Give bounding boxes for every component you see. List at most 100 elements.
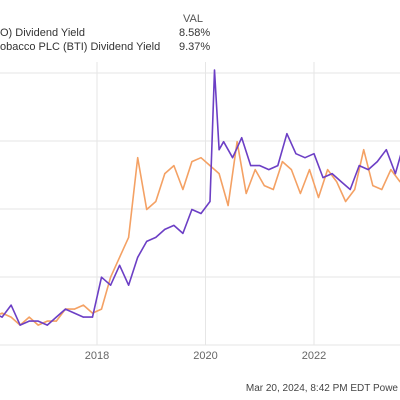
series-0-point bbox=[1, 316, 3, 318]
series-1-point bbox=[363, 149, 365, 151]
series-0-point bbox=[110, 284, 112, 286]
series-1-point bbox=[110, 276, 112, 278]
series-1-point bbox=[281, 161, 283, 163]
legend-value-o: 8.58% bbox=[179, 27, 210, 39]
series-0-point bbox=[209, 200, 211, 203]
series-1-point bbox=[173, 165, 175, 167]
series-0-point bbox=[100, 276, 103, 278]
series-1-point bbox=[317, 196, 320, 199]
chart-legend: VAL O) Dividend Yield 8.58% obacco PLC (… bbox=[0, 13, 210, 53]
series-1-point bbox=[372, 185, 374, 187]
series-0-point bbox=[250, 165, 252, 167]
series-1-point bbox=[146, 208, 148, 211]
series-1-point bbox=[327, 169, 329, 171]
series-1-point bbox=[227, 204, 229, 207]
series-0-point bbox=[155, 236, 157, 238]
series-line-0 bbox=[0, 69, 400, 326]
series-1-point bbox=[100, 308, 103, 310]
series-line-1 bbox=[0, 140, 400, 326]
footer-timestamp: Mar 20, 2024, 8:42 PM EDT Powe bbox=[246, 383, 399, 394]
series-1-point bbox=[345, 200, 347, 203]
series-1-point bbox=[354, 188, 356, 191]
x-tick-label: 2018 bbox=[85, 350, 109, 362]
series-0-point bbox=[313, 153, 315, 155]
series-1-point bbox=[128, 236, 130, 238]
series-0-point bbox=[19, 324, 21, 326]
series-0-point bbox=[164, 228, 166, 230]
series-0-point bbox=[304, 157, 306, 159]
legend-header: VAL bbox=[183, 13, 203, 25]
series-1-point bbox=[1, 312, 3, 314]
series-1-point bbox=[155, 200, 157, 203]
series-0-point bbox=[10, 304, 12, 306]
series-0-point bbox=[376, 161, 378, 163]
series-0-point bbox=[213, 69, 216, 71]
series-0-point bbox=[64, 308, 66, 310]
series-0-point bbox=[385, 149, 387, 151]
series-1-point bbox=[73, 308, 75, 310]
series-0-point bbox=[191, 208, 193, 211]
series-0-point bbox=[394, 173, 396, 175]
series-0-point bbox=[277, 165, 279, 167]
series-0-point bbox=[286, 133, 288, 135]
legend-value-bti: 9.37% bbox=[179, 41, 210, 53]
series-0-point bbox=[119, 264, 121, 266]
series-0-point bbox=[82, 316, 84, 318]
series-0-point bbox=[218, 149, 220, 151]
series-0-point bbox=[259, 165, 261, 167]
series-0-point bbox=[322, 177, 324, 179]
series-0-point bbox=[268, 169, 270, 171]
series-1-point bbox=[290, 169, 292, 171]
series-1-point bbox=[82, 304, 84, 306]
series-1-point bbox=[46, 320, 48, 322]
series-0-point bbox=[128, 284, 130, 286]
series-0-point bbox=[173, 224, 175, 226]
series-0-point bbox=[46, 324, 48, 326]
series-1-point bbox=[164, 173, 166, 175]
series-1-point bbox=[390, 169, 392, 171]
series-1-point bbox=[10, 316, 12, 318]
series-1-point bbox=[119, 256, 121, 258]
series-1-point bbox=[37, 324, 39, 326]
series-1-point bbox=[236, 141, 238, 143]
series-1-point bbox=[182, 188, 184, 191]
series-1-point bbox=[55, 320, 57, 322]
series-0-point bbox=[340, 181, 342, 183]
series-1-point bbox=[336, 181, 338, 183]
series-0-point bbox=[223, 141, 225, 143]
series-0-point bbox=[182, 232, 184, 234]
series-0-point bbox=[241, 137, 243, 139]
series-0-point bbox=[146, 240, 148, 242]
series-1-point bbox=[381, 188, 383, 191]
series-0-point bbox=[91, 316, 94, 318]
series-0-point bbox=[73, 312, 75, 314]
series-1-point bbox=[308, 169, 311, 171]
x-tick-label: 2022 bbox=[302, 350, 326, 362]
series-0-point bbox=[232, 157, 234, 159]
series-0-point bbox=[200, 212, 202, 215]
series-0-point bbox=[137, 256, 139, 258]
series-0-point bbox=[349, 188, 351, 191]
series-0-point bbox=[331, 173, 333, 175]
series-1-point bbox=[191, 161, 193, 163]
series-1-point bbox=[218, 173, 220, 175]
legend-label-o: O) Dividend Yield bbox=[0, 27, 85, 39]
series-1-point bbox=[254, 169, 256, 171]
series-1-point bbox=[263, 185, 265, 187]
series-1-point bbox=[272, 188, 274, 191]
x-tick-label: 2020 bbox=[193, 350, 217, 362]
series-0-point bbox=[367, 169, 369, 171]
legend-label-bti: obacco PLC (BTI) Dividend Yield bbox=[0, 41, 160, 53]
series-1-point bbox=[209, 165, 211, 167]
series-1-point bbox=[137, 157, 139, 159]
chart-series-layer bbox=[0, 69, 400, 326]
series-0-point bbox=[55, 316, 57, 318]
chart-gridlines bbox=[0, 62, 400, 346]
series-0-point bbox=[28, 320, 30, 322]
series-0-point bbox=[358, 165, 360, 167]
series-0-point bbox=[37, 320, 39, 322]
series-1-point bbox=[299, 192, 301, 195]
series-1-point bbox=[28, 316, 30, 318]
